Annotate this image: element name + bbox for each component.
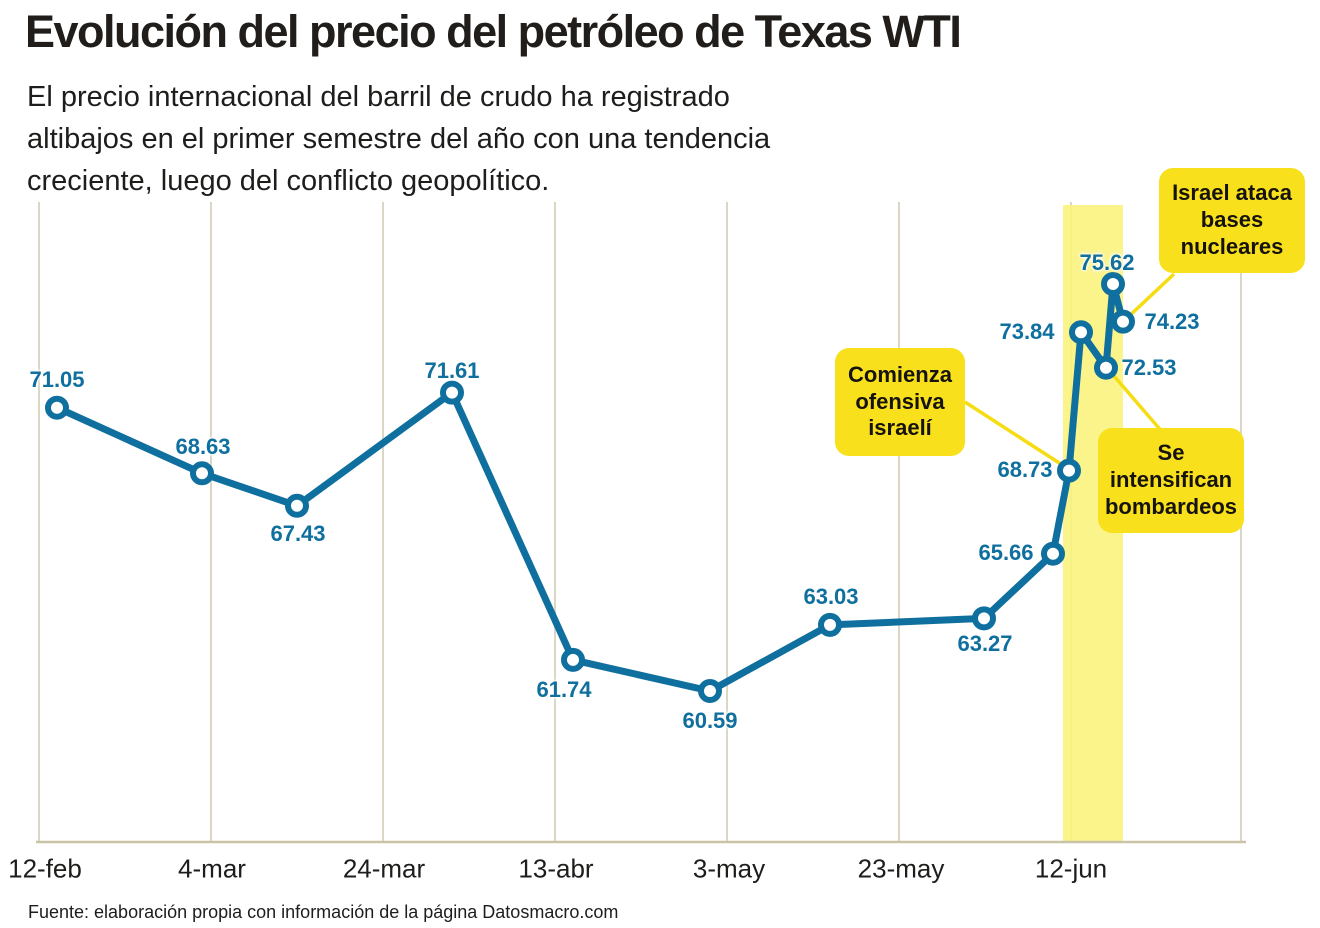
price-line xyxy=(53,280,1127,695)
data-point-marker xyxy=(1057,458,1081,483)
value-label: 75.62 xyxy=(1079,250,1135,275)
subtitle-line: El precio internacional del barril de cr… xyxy=(27,81,730,113)
annotation-connector xyxy=(1124,272,1176,321)
source-note: Fuente: elaboración propia con informaci… xyxy=(28,902,619,922)
x-axis-tick-label: 4-mar xyxy=(178,853,246,884)
annotation-box: Se intensifican bombardeos xyxy=(1098,428,1244,533)
value-label: 74.23 xyxy=(1144,309,1200,334)
value-label: 61.74 xyxy=(536,677,592,702)
data-point-marker xyxy=(698,679,722,703)
annotation-connector xyxy=(964,400,1068,470)
value-label: 72.53 xyxy=(1121,355,1177,380)
data-point-marker xyxy=(190,461,214,486)
data-point-marker xyxy=(440,380,464,405)
subtitle: El precio internacional del barril de cr… xyxy=(27,76,770,202)
value-label: 65.66 xyxy=(978,540,1034,565)
value-label: 63.03 xyxy=(803,584,859,609)
x-axis-tick-label: 24-mar xyxy=(342,853,426,884)
data-point-marker xyxy=(1069,320,1093,345)
value-label: 71.05 xyxy=(29,367,85,392)
data-point-marker xyxy=(818,612,842,637)
value-label: 73.84 xyxy=(999,319,1055,344)
subtitle-line: creciente, luego del conflicto geopolíti… xyxy=(27,165,550,197)
data-point-marker xyxy=(285,493,309,518)
value-label: 68.73 xyxy=(997,457,1053,482)
x-axis-tick-label: 3-may xyxy=(692,853,766,884)
annotation-box: Comienza ofensiva israelí xyxy=(835,348,965,456)
x-axis-tick-label: 13-abr xyxy=(518,853,594,884)
annotation-connector xyxy=(1106,367,1166,436)
data-point-marker xyxy=(561,647,585,672)
data-point-marker xyxy=(45,395,69,420)
value-label: 67.43 xyxy=(270,521,326,546)
annotation-box: Israel ataca bases nucleares xyxy=(1159,168,1305,273)
value-label: 63.27 xyxy=(957,631,1013,656)
value-label: 60.59 xyxy=(682,708,738,733)
x-axis-tick-label: 12-jun xyxy=(1034,853,1108,884)
page-title: Evolución del precio del petróleo de Tex… xyxy=(25,6,962,57)
value-label: 68.63 xyxy=(175,434,231,459)
data-point-marker xyxy=(972,606,996,631)
x-axis-tick-label: 12-feb xyxy=(8,853,82,884)
data-point-marker xyxy=(1041,541,1065,566)
subtitle-line: altibajos en el primer semestre del año … xyxy=(27,123,771,155)
data-point-marker xyxy=(1111,309,1135,334)
value-label: 71.61 xyxy=(424,358,480,383)
x-axis-tick-label: 23-may xyxy=(857,853,945,884)
data-point-marker xyxy=(1101,272,1125,296)
data-point-marker xyxy=(1094,355,1118,380)
